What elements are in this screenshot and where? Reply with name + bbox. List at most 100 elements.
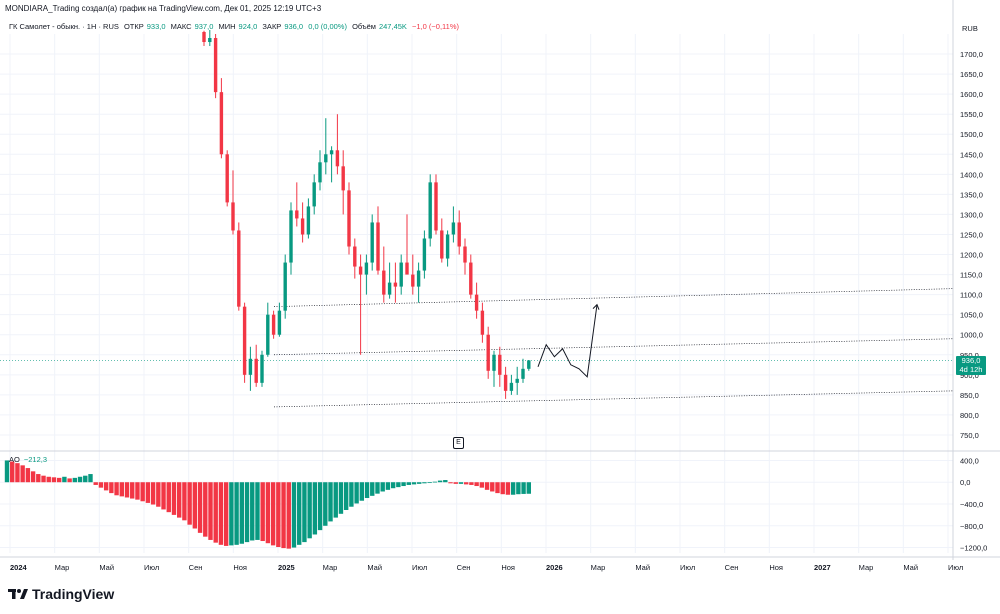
candle-body <box>353 246 357 267</box>
candles <box>202 29 531 399</box>
ao-bar <box>161 482 166 510</box>
ao-bar <box>375 482 380 494</box>
time-tick-label: Июл <box>144 563 159 572</box>
ao-bar <box>312 482 318 535</box>
price-tick-label: 850,0 <box>960 391 979 400</box>
candle <box>260 350 264 387</box>
candle <box>329 146 334 183</box>
candle-body <box>434 182 438 231</box>
ao-bar <box>124 482 130 498</box>
candle-body <box>515 378 519 383</box>
lower-line <box>273 390 954 408</box>
candle-body <box>300 218 305 235</box>
candle <box>509 374 514 395</box>
candle <box>463 238 467 275</box>
time-tick-label: Мар <box>859 563 874 572</box>
candle-body <box>451 222 456 235</box>
candle-body <box>289 210 293 263</box>
ao-bar <box>411 482 417 485</box>
time-tick-label: Ноя <box>769 563 783 572</box>
tradingview-logo-icon <box>8 589 28 599</box>
ao-bar <box>20 465 25 483</box>
candle-body <box>306 206 311 235</box>
candle-body <box>202 31 206 43</box>
price-tick-label: 1650,0 <box>960 70 983 79</box>
ao-bar <box>135 482 140 500</box>
ao-bar <box>281 482 286 549</box>
candle-body <box>213 38 218 93</box>
ao-bar <box>427 482 432 484</box>
ao-bar <box>145 482 151 503</box>
high-label: МАКС <box>170 22 192 31</box>
ao-histogram <box>4 460 531 549</box>
time-tick-label: Мар <box>591 563 606 572</box>
candle <box>469 254 473 299</box>
forecast-path <box>537 303 600 378</box>
candle <box>376 206 380 275</box>
ao-bar <box>490 482 495 492</box>
ao-tick-label: −400,0 <box>960 500 983 509</box>
candle <box>202 30 206 47</box>
ao-tick-label: 400,0 <box>960 456 979 465</box>
candle-body <box>428 182 432 239</box>
ao-bar <box>458 482 464 484</box>
candle <box>248 346 253 391</box>
current-price-label: 936,0 4d 12h <box>956 356 986 375</box>
ao-bar <box>417 482 422 484</box>
candle <box>213 34 218 99</box>
ao-bar <box>223 482 229 546</box>
ao-bar <box>422 482 427 484</box>
candle <box>521 358 525 383</box>
candle-body <box>242 306 247 375</box>
time-tick-label: 2024 <box>10 563 28 572</box>
ao-bar <box>297 482 302 545</box>
tradingview-logo[interactable]: TradingView <box>8 586 114 602</box>
ao-bar <box>521 482 526 494</box>
grid-lines <box>0 34 953 553</box>
candle <box>399 254 403 295</box>
ao-bar <box>62 476 67 483</box>
ao-bar <box>255 482 260 540</box>
candle-body <box>445 234 450 259</box>
candle-body <box>527 360 531 369</box>
candle <box>277 302 282 337</box>
ao-bar <box>526 482 531 494</box>
bar-timer: 4d 12h <box>959 365 983 374</box>
ao-bar <box>166 482 171 513</box>
time-tick-label: Июл <box>948 563 963 572</box>
ao-bar <box>286 482 291 549</box>
time-tick-label: Июл <box>412 563 427 572</box>
ao-bar <box>359 482 365 501</box>
earnings-event-marker[interactable]: E <box>453 437 464 449</box>
ao-bar <box>479 482 485 488</box>
time-tick-label: Май <box>367 563 382 572</box>
candle <box>231 170 235 235</box>
candle-body <box>387 282 392 295</box>
time-tick-label: Май <box>903 563 918 572</box>
candle-body <box>312 182 316 207</box>
time-tick-label: Сен <box>189 563 203 572</box>
candle <box>271 310 276 339</box>
ao-bar <box>140 482 145 502</box>
candle-body <box>416 270 421 287</box>
candle <box>480 302 485 343</box>
volume-change: −1,0 (−0,11%) <box>412 22 459 31</box>
ao-bar <box>385 482 391 490</box>
symbol-name[interactable]: ГК Самолет - обыкн. · 1Н · RUS <box>9 22 119 31</box>
price-tick-label: 1150,0 <box>960 271 982 280</box>
candle <box>515 366 519 395</box>
volume-label: Объём <box>352 22 376 31</box>
candle <box>312 174 316 215</box>
candle-body <box>231 202 235 231</box>
low-label: МИН <box>218 22 236 31</box>
candle <box>364 254 369 295</box>
time-tick-label: Июл <box>680 563 695 572</box>
ao-bar <box>390 482 396 489</box>
candle-body <box>225 154 229 203</box>
candle <box>498 346 502 387</box>
ao-legend: AO −212,3 <box>9 455 47 464</box>
candle <box>335 114 340 175</box>
ao-bar <box>10 461 15 483</box>
ao-bar <box>276 482 281 548</box>
